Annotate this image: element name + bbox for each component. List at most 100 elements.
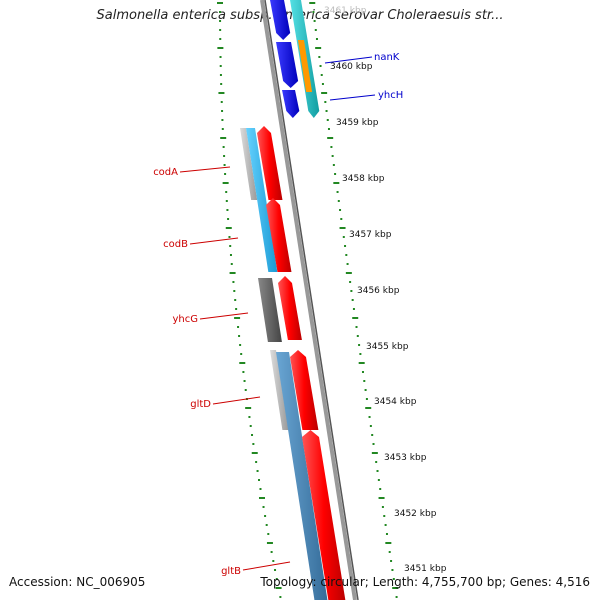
gc-skew-dot: [349, 281, 352, 283]
gc-skew-dot: [352, 308, 355, 310]
gc-skew-dot: [313, 20, 316, 22]
gc-skew-dot: [230, 263, 233, 265]
gc-skew-dot: [240, 353, 243, 355]
gene-label-nank[interactable]: nanK: [374, 52, 400, 63]
gene-steel[interactable]: [276, 352, 328, 600]
gc-skew-dot: [379, 488, 382, 490]
gene-red[interactable]: [257, 126, 283, 200]
gc-skew-dot: [248, 416, 251, 418]
gc-skew-dot: [219, 38, 222, 40]
leader-line: [324, 56, 373, 64]
gc-skew-dot: [219, 11, 222, 13]
gc-skew-dot: [355, 326, 358, 328]
gc-skew-dot: [225, 191, 228, 193]
gc-skew-dot: [239, 362, 246, 364]
gene-label-yhcg[interactable]: yhcG: [172, 314, 198, 325]
gene-label-gltd[interactable]: gltD: [190, 399, 211, 410]
gene-label-yhch[interactable]: yhcH: [378, 90, 403, 101]
gc-skew-dot: [377, 479, 380, 481]
gc-skew-track: [217, 2, 399, 598]
gene-orange[interactable]: [298, 40, 313, 92]
gc-skew-dot: [226, 209, 229, 211]
gc-skew-dot: [383, 515, 386, 517]
gc-skew-dot: [249, 425, 252, 427]
gc-skew-dot: [239, 344, 242, 346]
gc-skew-dot: [365, 407, 372, 409]
gc-skew-dot: [350, 290, 353, 292]
gc-skew-dot: [251, 434, 254, 436]
gc-skew-dot: [217, 2, 224, 4]
gc-skew-dot: [385, 533, 388, 535]
gene-red[interactable]: [302, 430, 346, 600]
gc-skew-dot: [365, 398, 368, 400]
gc-skew-dot: [245, 407, 252, 409]
gene-gray[interactable]: [258, 278, 282, 342]
gc-skew-dot: [279, 596, 282, 598]
backbone-line-inner: [264, 0, 359, 600]
gc-skew-dot: [321, 83, 324, 85]
gc-skew-dot: [340, 218, 343, 220]
tick-label: 3458 kbp: [342, 174, 385, 184]
gc-skew-dot: [384, 524, 387, 526]
gene-blue[interactable]: [276, 42, 299, 88]
gc-skew-dot: [242, 371, 245, 373]
gc-skew-dot: [266, 542, 273, 544]
gc-skew-dot: [351, 299, 354, 301]
gc-skew-dot: [337, 200, 340, 202]
gc-skew-dot: [392, 578, 395, 580]
gc-skew-dot: [244, 389, 247, 391]
gene-labels: codA codB yhcG gltD gltB nanK yhcH: [153, 52, 403, 577]
gc-skew-dot: [234, 299, 237, 301]
gc-skew-dot: [345, 254, 348, 256]
gc-skew-dot: [259, 488, 262, 490]
gc-skew-dot: [243, 380, 246, 382]
leader-line: [199, 312, 249, 320]
gc-skew-dot: [224, 173, 227, 175]
gc-skew-dot: [219, 65, 222, 67]
gc-skew-dot: [220, 83, 223, 85]
gc-skew-dot: [315, 38, 318, 40]
gene-light[interactable]: [240, 128, 258, 200]
gene-red[interactable]: [278, 276, 302, 340]
gene-label-gltb[interactable]: gltB: [221, 566, 241, 577]
gc-skew-dot: [235, 308, 238, 310]
gc-skew-dot: [358, 362, 365, 364]
gc-skew-dot: [395, 596, 398, 598]
gc-skew-dot: [229, 245, 232, 247]
gc-skew-dot: [336, 191, 339, 193]
gc-skew-dot: [275, 578, 278, 580]
backbone: [260, 0, 359, 600]
gene-red[interactable]: [266, 198, 292, 272]
gene-label-coda[interactable]: codA: [153, 167, 178, 178]
gc-skew-dot: [368, 416, 371, 418]
gc-skew-dot: [222, 146, 225, 148]
gc-skew-dot: [229, 254, 232, 256]
gc-skew-dot: [252, 443, 255, 445]
gc-skew-dot: [369, 425, 372, 427]
gc-skew-dot: [229, 272, 236, 274]
gc-skew-dot: [345, 272, 352, 274]
gc-skew-dot: [344, 245, 347, 247]
gc-skew-dot: [234, 317, 241, 319]
tick-labels: 3461 kbp 3460 kbp 3459 kbp 3458 kbp 3457…: [324, 6, 447, 574]
gc-skew-dot: [356, 335, 359, 337]
gc-skew-dot: [334, 173, 337, 175]
gc-skew-dot: [219, 74, 222, 76]
gc-skew-dot: [251, 452, 258, 454]
tick-label: 3451 kbp: [404, 564, 447, 574]
gc-skew-dot: [233, 290, 236, 292]
gc-skew-dot: [221, 128, 224, 130]
gene-blue[interactable]: [282, 90, 300, 118]
gc-skew-dot: [217, 47, 224, 49]
gc-skew-dot: [330, 146, 333, 148]
accession-text: Accession: NC_006905: [9, 575, 146, 589]
gc-skew-dot: [332, 164, 335, 166]
gc-skew-dot: [325, 110, 328, 112]
gene-label-codb[interactable]: codB: [163, 239, 188, 250]
gene-skyblue[interactable]: [246, 128, 278, 272]
gene-light[interactable]: [270, 350, 289, 430]
gene-blue[interactable]: [270, 0, 291, 40]
gc-skew-dot: [346, 263, 349, 265]
gene-red[interactable]: [290, 350, 319, 430]
gc-skew-dot: [221, 119, 224, 121]
